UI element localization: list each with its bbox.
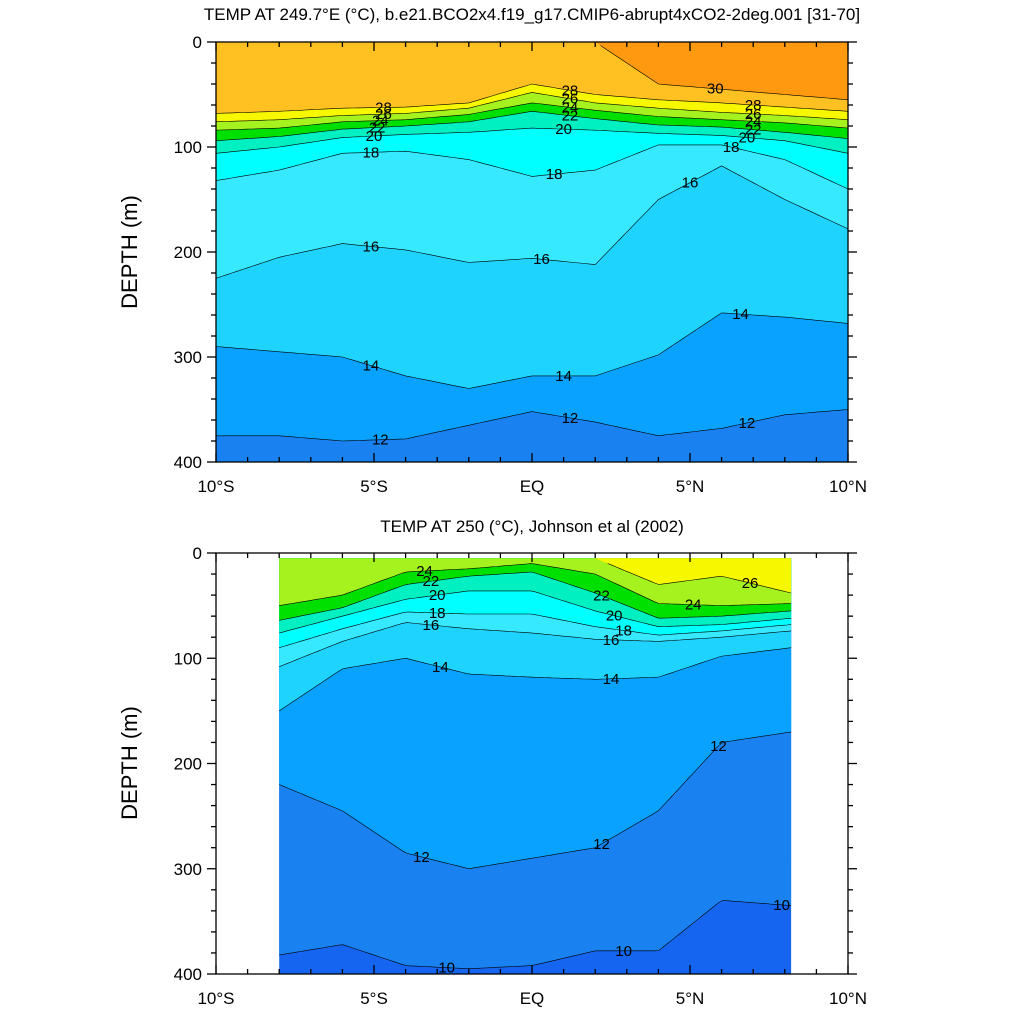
contour-label: 16 — [533, 251, 550, 268]
contour-label: 24 — [416, 563, 433, 580]
contour-label: 22 — [369, 119, 386, 136]
contour-label: 12 — [710, 738, 727, 755]
y-tick-label: 400 — [174, 453, 202, 472]
isotherm-26 — [215, 92, 849, 123]
isotherm-24 — [215, 102, 849, 131]
contour-label: 12 — [739, 415, 756, 432]
contour-label: 12 — [593, 836, 610, 853]
contour-label: 12 — [413, 849, 430, 866]
panel2-axes: 10°S 5°S EQ 5°N 10°N 0 100 200 300 400 — [174, 544, 867, 1008]
contour-label: 18 — [723, 139, 740, 156]
isotherm-20 — [215, 127, 849, 154]
contour-label: 22 — [593, 588, 610, 605]
panel1-axes: 10°S 5°S EQ 5°N 10°N 0 100 200 300 400 — [174, 33, 867, 496]
contour-label: 26 — [562, 91, 579, 108]
x-tick-label: 5°N — [676, 989, 705, 1008]
contour-label: 20 — [429, 587, 446, 604]
contour-label: 14 — [432, 659, 449, 676]
x-tick-label: 10°S — [197, 989, 234, 1008]
contour-label: 14 — [732, 306, 749, 323]
contour-label: 16 — [423, 617, 440, 634]
y-tick-label: 100 — [174, 138, 202, 157]
contour-label: 16 — [603, 632, 620, 649]
y-tick-label: 400 — [174, 965, 202, 984]
x-tick-label: 10°N — [829, 477, 867, 496]
contour-label: 26 — [375, 106, 392, 123]
isotherm-20 — [279, 590, 792, 634]
x-tick-label: EQ — [520, 989, 545, 1008]
contour-label: 30 — [707, 81, 724, 98]
x-tick-label: 5°N — [676, 477, 705, 496]
isotherm-22 — [215, 110, 849, 141]
contour-label: 14 — [555, 368, 572, 385]
y-tick-label: 300 — [174, 348, 202, 367]
contour-label: 20 — [366, 128, 383, 145]
contour-label: 28 — [745, 97, 762, 114]
contour-label: 28 — [562, 82, 579, 99]
contour-label: 18 — [546, 166, 563, 183]
isotherm-12 — [216, 409, 849, 442]
panel2-y-axis-label: DEPTH (m) — [117, 706, 142, 820]
fill-band-above-30 — [216, 42, 848, 100]
contour-label: 10 — [773, 897, 790, 914]
x-tick-label: 10°S — [197, 477, 234, 496]
contour-label: 22 — [562, 108, 579, 125]
contour-label: 18 — [615, 622, 632, 639]
contour-label: 12 — [562, 410, 579, 427]
contour-label: 26 — [745, 106, 762, 123]
isotherm-16 — [215, 165, 849, 279]
isotherm-26 — [607, 563, 792, 594]
contour-label: 24 — [745, 113, 762, 130]
contour-label: 14 — [362, 358, 379, 375]
y-tick-label: 0 — [193, 33, 202, 52]
y-tick-label: 0 — [193, 544, 202, 563]
isotherm-10 — [279, 900, 792, 969]
contour-label: 18 — [362, 144, 379, 161]
contour-label: 18 — [429, 605, 446, 622]
contour-label: 20 — [606, 608, 623, 625]
y-tick-label: 200 — [174, 755, 202, 774]
x-tick-label: 10°N — [829, 989, 867, 1008]
contour-label: 16 — [682, 175, 699, 192]
isotherm-22 — [279, 571, 792, 621]
contour-label: 26 — [742, 575, 759, 592]
fill-band-above-26 — [279, 558, 792, 593]
panel1-y-axis-label: DEPTH (m) — [117, 195, 142, 309]
x-tick-label: 5°S — [360, 989, 388, 1008]
contour-label: 22 — [423, 573, 440, 590]
contour-label: 22 — [745, 122, 762, 139]
contour-label: 20 — [739, 130, 756, 147]
contour-label: 16 — [362, 238, 379, 255]
isotherm-14 — [279, 647, 792, 712]
contour-label: 10 — [438, 960, 455, 977]
contour-label: 28 — [375, 99, 392, 116]
contour-label: 24 — [372, 113, 389, 130]
isotherm-30 — [600, 45, 849, 101]
contour-label: 12 — [372, 432, 389, 449]
isotherm-28 — [215, 83, 849, 114]
isotherm-14 — [215, 312, 849, 389]
panel1-plot-area: 2826242220182826242220183028262422201816… — [215, 42, 849, 462]
panel1-title: TEMP AT 249.7°E (°C), b.e21.BCO2x4.f19_g… — [204, 5, 860, 24]
panel2-title: TEMP AT 250 (°C), Johnson et al (2002) — [380, 517, 684, 536]
y-tick-label: 300 — [174, 860, 202, 879]
contour-label: 20 — [555, 121, 572, 138]
isotherm-18 — [215, 144, 849, 190]
contour-label: 10 — [615, 943, 632, 960]
isotherm-16 — [279, 622, 792, 667]
x-tick-label: 5°S — [360, 477, 388, 496]
contour-label: 24 — [685, 597, 702, 614]
y-tick-label: 200 — [174, 243, 202, 262]
isotherm-24 — [279, 563, 792, 606]
x-tick-label: EQ — [520, 477, 545, 496]
y-tick-label: 100 — [174, 649, 202, 668]
contour-label: 14 — [603, 671, 620, 688]
contour-label: 24 — [562, 99, 579, 116]
isotherm-12 — [279, 731, 792, 869]
isotherm-18 — [279, 611, 792, 648]
